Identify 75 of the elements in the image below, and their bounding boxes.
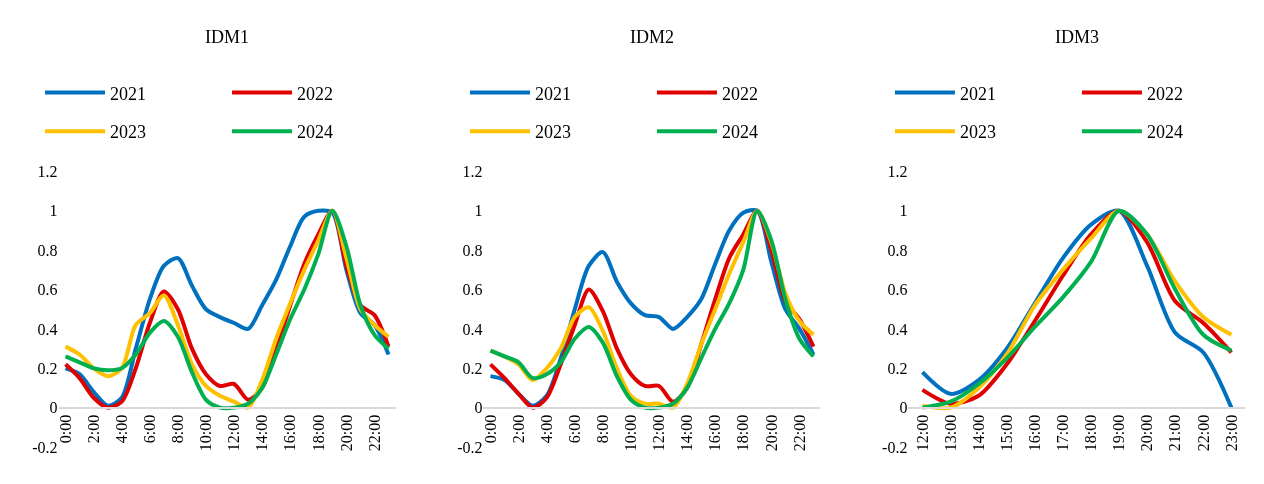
x-tick-label: 18:00 (734, 414, 752, 452)
y-tick-label: 0.6 (462, 281, 483, 299)
y-tick-label: 0.4 (462, 320, 483, 338)
x-tick-label: 12:00 (650, 414, 668, 452)
legend-label: 2022 (297, 83, 334, 104)
y-tick-label: 0.8 (887, 241, 908, 259)
x-tick-label: 4:00 (537, 414, 555, 444)
x-tick-label: 22:00 (365, 414, 383, 452)
legend-label: 2022 (1146, 83, 1183, 104)
y-tick-label: 1.2 (887, 163, 908, 181)
x-tick-label: 4:00 (112, 414, 130, 444)
y-tick-label: 1 (49, 202, 58, 220)
y-tick-label: 1 (899, 202, 908, 220)
x-tick-label: 19:00 (1110, 414, 1128, 452)
y-tick-label: -0.2 (32, 438, 58, 456)
x-tick-label: 13:00 (941, 414, 959, 452)
y-tick-label: 0.4 (37, 320, 58, 338)
legend-label: 2021 (534, 83, 571, 104)
x-tick-label: 10:00 (197, 414, 215, 452)
legend-label: 2023 (534, 122, 571, 143)
legend-label: 2024 (297, 122, 334, 143)
x-tick-label: 14:00 (969, 414, 987, 452)
legend-label: 2024 (721, 122, 758, 143)
y-tick-label: 0 (474, 399, 483, 417)
chart-title: IDM1 (205, 27, 249, 47)
x-tick-label: 16:00 (706, 414, 724, 452)
y-tick-label: 0.2 (462, 359, 483, 377)
x-tick-label: 6:00 (141, 414, 158, 444)
legend-label: 2023 (110, 122, 147, 143)
x-tick-label: 21:00 (1166, 414, 1184, 452)
y-tick-label: -0.2 (882, 438, 908, 456)
x-tick-label: 18:00 (1082, 414, 1100, 452)
x-tick-label: 2:00 (84, 414, 102, 444)
x-tick-label: 16:00 (281, 414, 299, 452)
y-tick-label: 0.8 (462, 241, 483, 259)
x-tick-label: 20:00 (337, 414, 355, 452)
y-tick-label: 0 (49, 399, 58, 417)
x-tick-label: 23:00 (1222, 414, 1240, 452)
x-tick-label: 2:00 (509, 414, 527, 444)
chart-title: IDM2 (630, 27, 674, 47)
x-tick-label: 0:00 (481, 414, 499, 444)
x-tick-label: 20:00 (762, 414, 780, 452)
x-tick-label: 12:00 (913, 414, 931, 452)
x-tick-label: 14:00 (678, 414, 696, 452)
x-tick-label: 15:00 (997, 414, 1015, 452)
x-tick-label: 14:00 (253, 414, 271, 452)
y-tick-label: 0.4 (887, 320, 908, 338)
x-tick-label: 22:00 (790, 414, 808, 452)
y-tick-label: 0.2 (887, 359, 908, 377)
chart-title: IDM3 (1055, 27, 1099, 47)
x-tick-label: 0:00 (56, 414, 74, 444)
y-tick-label: 1 (474, 202, 483, 220)
legend-label: 2022 (721, 83, 758, 104)
x-tick-label: 18:00 (309, 414, 327, 452)
y-tick-label: 1.2 (462, 163, 483, 181)
x-tick-label: 8:00 (169, 414, 187, 444)
y-tick-label: 0.6 (887, 281, 908, 299)
x-tick-label: 8:00 (594, 414, 612, 444)
legend-label: 2023 (959, 122, 996, 143)
y-tick-label: 0 (899, 399, 908, 417)
x-tick-label: 6:00 (565, 414, 583, 444)
y-tick-label: 0.2 (37, 359, 58, 377)
y-tick-label: 0.6 (37, 281, 58, 299)
legend-label: 2021 (110, 83, 147, 104)
y-tick-label: 1.2 (37, 163, 58, 181)
y-tick-label: -0.2 (457, 438, 483, 456)
y-tick-label: 0.8 (37, 241, 58, 259)
legend-label: 2021 (959, 83, 996, 104)
x-tick-label: 10:00 (622, 414, 640, 452)
x-tick-label: 12:00 (225, 414, 243, 452)
x-tick-label: 17:00 (1054, 414, 1072, 452)
x-tick-label: 16:00 (1026, 414, 1043, 452)
x-tick-label: 22:00 (1194, 414, 1212, 452)
x-tick-label: 20:00 (1138, 414, 1156, 452)
legend-label: 2024 (1146, 122, 1183, 143)
